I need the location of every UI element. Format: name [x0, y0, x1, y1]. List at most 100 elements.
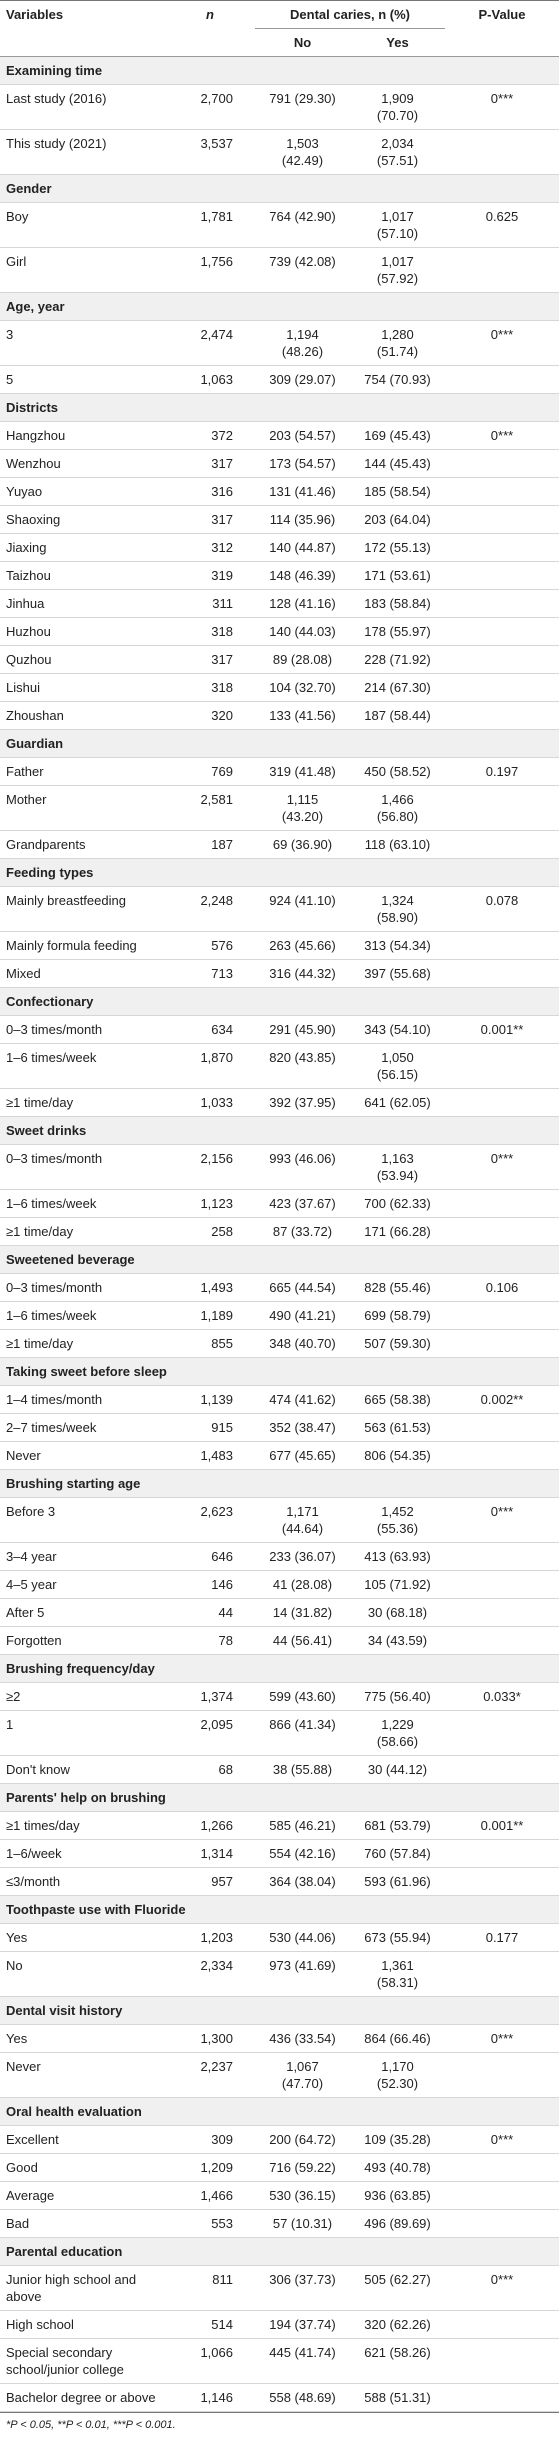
data-row: Yes 1,203 530 (44.06) 673 (55.94) 0.177: [0, 1923, 559, 1952]
n-cell: 514: [165, 2310, 255, 2339]
no-cell: 200 (64.72): [255, 2125, 350, 2154]
p-value-cell: [445, 247, 559, 293]
data-row: Excellent 309 200 (64.72) 109 (35.28) 0***: [0, 2125, 559, 2154]
no-cell: 194 (37.74): [255, 2310, 350, 2339]
variable-cell: ≥2: [0, 1682, 165, 1711]
p-value-cell: [445, 1755, 559, 1784]
p-value-cell: [445, 1413, 559, 1442]
n-cell: 2,581: [165, 785, 255, 831]
header-cell: n: [165, 0, 255, 57]
yes-cell: 171 (66.28): [350, 1217, 445, 1246]
n-cell: 2,237: [165, 2052, 255, 2098]
p-value-cell: 0***: [445, 421, 559, 450]
n-cell: 258: [165, 1217, 255, 1246]
data-row: ≥1 time/day 258 87 (33.72) 171 (66.28): [0, 1217, 559, 1246]
no-cell: 114 (35.96): [255, 505, 350, 534]
n-cell: 187: [165, 830, 255, 859]
no-cell: 820 (43.85): [255, 1043, 350, 1089]
variable-cell: Grandparents: [0, 830, 165, 859]
section-row: Gender: [0, 174, 559, 203]
data-row: Quzhou 317 89 (28.08) 228 (71.92): [0, 645, 559, 674]
data-row: 5 1,063 309 (29.07) 754 (70.93): [0, 365, 559, 394]
p-value-cell: [445, 533, 559, 562]
section-title: Sweetened beverage: [0, 1245, 559, 1274]
n-cell: 146: [165, 1570, 255, 1599]
yes-cell: 105 (71.92): [350, 1570, 445, 1599]
yes-cell: 313 (54.34): [350, 931, 445, 960]
n-cell: 1,300: [165, 2024, 255, 2053]
yes-cell: 144 (45.43): [350, 449, 445, 478]
p-value-cell: [445, 365, 559, 394]
yes-cell: 214 (67.30): [350, 673, 445, 702]
yes-cell: 1,280 (51.74): [350, 320, 445, 366]
variable-cell: Special secondary school/junior college: [0, 2338, 165, 2384]
yes-cell: 700 (62.33): [350, 1189, 445, 1218]
data-row: Average 1,466 530 (36.15) 936 (63.85): [0, 2181, 559, 2210]
yes-cell: 665 (58.38): [350, 1385, 445, 1414]
yes-cell: 806 (54.35): [350, 1441, 445, 1470]
yes-cell: 320 (62.26): [350, 2310, 445, 2339]
no-cell: 319 (41.48): [255, 757, 350, 786]
variable-cell: Hangzhou: [0, 421, 165, 450]
yes-cell: 183 (58.84): [350, 589, 445, 618]
n-cell: 915: [165, 1413, 255, 1442]
p-value-cell: [445, 1598, 559, 1627]
yes-cell: 187 (58.44): [350, 701, 445, 730]
header-cell: P-Value: [445, 0, 559, 57]
variable-cell: 0–3 times/month: [0, 1015, 165, 1044]
yes-cell: 936 (63.85): [350, 2181, 445, 2210]
data-row: Boy 1,781 764 (42.90) 1,017 (57.10) 0.625: [0, 202, 559, 248]
no-cell: 445 (41.74): [255, 2338, 350, 2384]
p-value-cell: [445, 129, 559, 175]
p-value-cell: [445, 1867, 559, 1896]
no-cell: 233 (36.07): [255, 1542, 350, 1571]
no-cell: 348 (40.70): [255, 1329, 350, 1358]
data-row: Girl 1,756 739 (42.08) 1,017 (57.92): [0, 247, 559, 293]
yes-cell: 775 (56.40): [350, 1682, 445, 1711]
yes-cell: 172 (55.13): [350, 533, 445, 562]
n-cell: 320: [165, 701, 255, 730]
data-row: Yes 1,300 436 (33.54) 864 (66.46) 0***: [0, 2024, 559, 2053]
n-cell: 1,203: [165, 1923, 255, 1952]
variable-cell: 4–5 year: [0, 1570, 165, 1599]
n-cell: 1,374: [165, 1682, 255, 1711]
n-cell: 576: [165, 931, 255, 960]
section-row: Taking sweet before sleep: [0, 1357, 559, 1386]
yes-cell: 228 (71.92): [350, 645, 445, 674]
variable-cell: Father: [0, 757, 165, 786]
data-row: Forgotten 78 44 (56.41) 34 (43.59): [0, 1626, 559, 1655]
variable-cell: Don't know: [0, 1755, 165, 1784]
no-cell: 665 (44.54): [255, 1273, 350, 1302]
yes-cell: 1,017 (57.92): [350, 247, 445, 293]
p-value-cell: 0.197: [445, 757, 559, 786]
p-value-cell: [445, 701, 559, 730]
no-cell: 364 (38.04): [255, 1867, 350, 1896]
section-title: Feeding types: [0, 858, 559, 887]
data-row: Before 3 2,623 1,171 (44.64) 1,452 (55.36) 0…: [0, 1497, 559, 1543]
no-cell: 128 (41.16): [255, 589, 350, 618]
section-title: Brushing frequency/day: [0, 1654, 559, 1683]
no-cell: 585 (46.21): [255, 1811, 350, 1840]
no-cell: 1,194 (48.26): [255, 320, 350, 366]
section-title: Sweet drinks: [0, 1116, 559, 1145]
n-cell: 1,146: [165, 2383, 255, 2412]
yes-cell: 1,017 (57.10): [350, 202, 445, 248]
variable-cell: ≥1 time/day: [0, 1217, 165, 1246]
yes-cell: 178 (55.97): [350, 617, 445, 646]
p-value-cell: [445, 1951, 559, 1997]
variable-cell: ≤3/month: [0, 1867, 165, 1896]
no-cell: 973 (41.69): [255, 1951, 350, 1997]
data-row: 0–3 times/month 2,156 993 (46.06) 1,163 (53…: [0, 1144, 559, 1190]
data-row: 3 2,474 1,194 (48.26) 1,280 (51.74) 0***: [0, 320, 559, 366]
variable-cell: Last study (2016): [0, 84, 165, 130]
no-cell: 57 (10.31): [255, 2209, 350, 2238]
n-cell: 317: [165, 449, 255, 478]
variable-cell: Bad: [0, 2209, 165, 2238]
section-title: Confectionary: [0, 987, 559, 1016]
variable-cell: 1–6 times/week: [0, 1043, 165, 1089]
n-cell: 2,334: [165, 1951, 255, 1997]
data-row: ≤3/month 957 364 (38.04) 593 (61.96): [0, 1867, 559, 1896]
variable-cell: Boy: [0, 202, 165, 248]
n-cell: 713: [165, 959, 255, 988]
